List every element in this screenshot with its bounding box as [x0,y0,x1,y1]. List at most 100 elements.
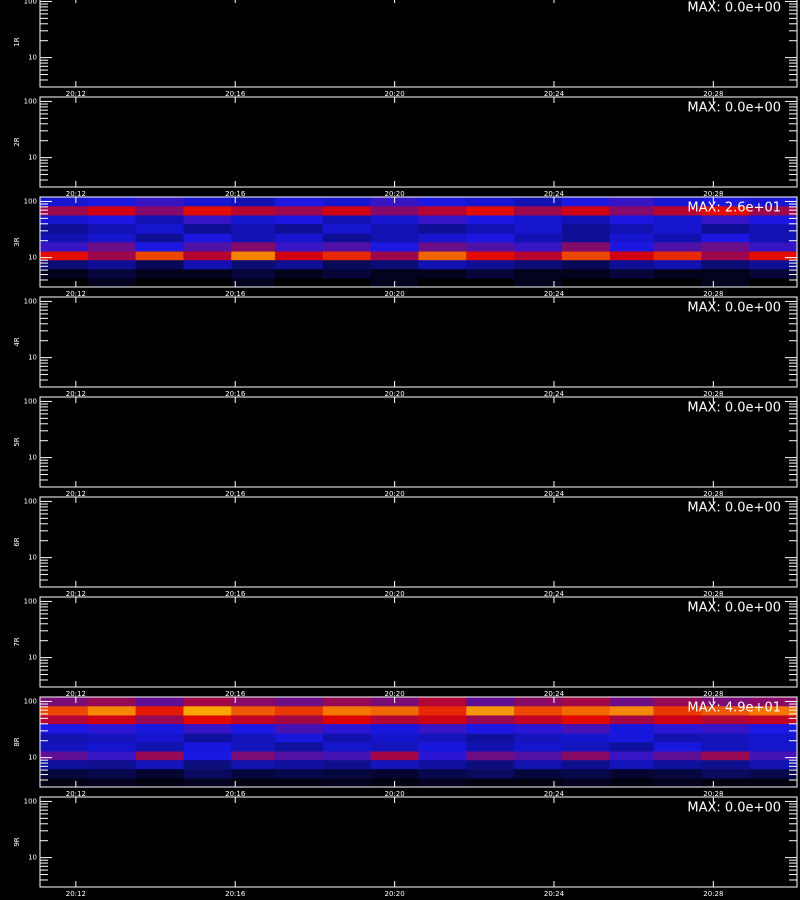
heatmap-cell [40,705,89,716]
heatmap-cell [135,759,184,770]
plot-frame [39,296,798,388]
heatmap-cell [561,733,611,743]
heatmap-cell [701,278,750,288]
y-tick-label: 10 [28,354,37,362]
x-tick-label: 20:24 [544,290,565,298]
x-tick-label: 20:12 [66,390,86,398]
y-tick-label: 10 [28,54,37,62]
heatmap-cell [275,751,324,761]
heatmap-cell [653,715,702,725]
heatmap-cell [653,215,702,225]
heatmap-cell [275,268,324,279]
y-tick-label: 10 [28,254,37,262]
heatmap-cell [370,768,419,779]
heatmap-cell [561,741,611,752]
heatmap-cell [87,259,136,270]
heatmap-cell [701,233,750,243]
panel: 10 100 20:12 20:16 20:20 20:24 20:28 8R MAX: 4.9… [13,696,798,798]
x-tick-label: 20:16 [225,390,246,398]
heatmap-cell [135,241,184,252]
x-tick-label: 20:12 [66,890,86,898]
heatmap-cell [749,251,798,261]
heatmap-cell [87,751,136,761]
y-axis-label: 2R [13,137,21,146]
heatmap-cell [183,741,232,752]
heatmap-cell [87,759,136,770]
panel: 10 100 20:12 20:16 20:20 20:24 20:28 2R MAX: 0.0… [13,96,798,198]
heatmap-cell [322,197,371,207]
heatmap-cell [653,251,702,261]
heatmap-cell [561,768,611,779]
x-tick-label: 20:28 [703,690,723,698]
x-tick-label: 20:16 [225,690,246,698]
heatmap-cell [514,241,563,252]
heatmap-cell [275,259,324,270]
heatmap-cell [40,215,89,225]
x-tick-label: 20:16 [225,90,246,98]
heatmap-cell [749,259,798,270]
heatmap-cell [322,697,371,707]
y-axis-label: 9R [13,837,21,846]
panel: 10 100 20:12 20:16 20:20 20:24 20:28 1R MAX: 0.0… [13,0,798,98]
max-annotation: MAX: 0.0e+00 [687,301,781,316]
heatmap-cell [609,778,654,788]
heatmap-cell [653,705,702,716]
heatmap-cell [514,759,563,770]
heatmap-cell [418,759,467,770]
heatmap-cell [275,197,324,207]
heatmap-cell [466,705,515,716]
heatmap-cell [370,733,419,743]
x-tick-label: 20:12 [66,290,86,298]
x-tick-label: 20:16 [225,590,246,598]
heatmap-cell [322,205,371,216]
heatmap-cell [653,768,702,779]
heatmap-cell [749,768,798,779]
heatmap-cell [466,251,515,261]
heatmap-cell [466,723,515,734]
heatmap-cell [514,733,563,743]
x-tick-label: 20:28 [703,890,723,898]
heatmap-cell [87,741,136,752]
heatmap-cell [370,251,419,261]
heatmap-cell [135,741,184,752]
heatmap-cell [40,241,89,252]
heatmap-cell [749,215,798,225]
x-tick-label: 20:20 [385,390,405,398]
heatmap-cell [466,278,515,288]
heatmap-cell [275,723,324,734]
heatmap-cell [275,768,324,779]
heatmap-cell [231,251,276,261]
heatmap-cell [561,197,611,207]
heatmap-cell [231,215,276,225]
x-tick-label: 20:20 [385,90,405,98]
heatmap-cell [749,778,798,788]
heatmap-cell [514,741,563,752]
heatmap-cell [135,268,184,279]
heatmap-cell [561,223,611,234]
heatmap-cell [561,241,611,252]
heatmap-cell [275,715,324,725]
heatmap-cell [370,223,419,234]
heatmap-cell [561,715,611,725]
heatmap-cell [561,697,611,707]
y-axis-label: 3R [13,237,21,246]
heatmap-cell [183,751,232,761]
max-annotation: MAX: 0.0e+00 [687,801,781,816]
heatmap-cell [653,241,702,252]
heatmap-cell [135,705,184,716]
heatmap-cell [40,259,89,270]
heatmap-cell [322,768,371,779]
y-tick-label: 10 [28,854,37,862]
heatmap-cell [418,778,467,788]
heatmap-cell [701,768,750,779]
heatmap-cell [701,268,750,279]
heatmap-cell [653,233,702,243]
heatmap-cell [370,751,419,761]
heatmap-cell [701,778,750,788]
heatmap-cell [749,241,798,252]
panel: 10 100 20:12 20:16 20:20 20:24 20:28 4R MAX: 0.0… [13,296,798,398]
heatmap-cell [370,268,419,279]
heatmap-cell [370,759,419,770]
heatmap-cell [418,251,467,261]
heatmap-cell [609,205,654,216]
